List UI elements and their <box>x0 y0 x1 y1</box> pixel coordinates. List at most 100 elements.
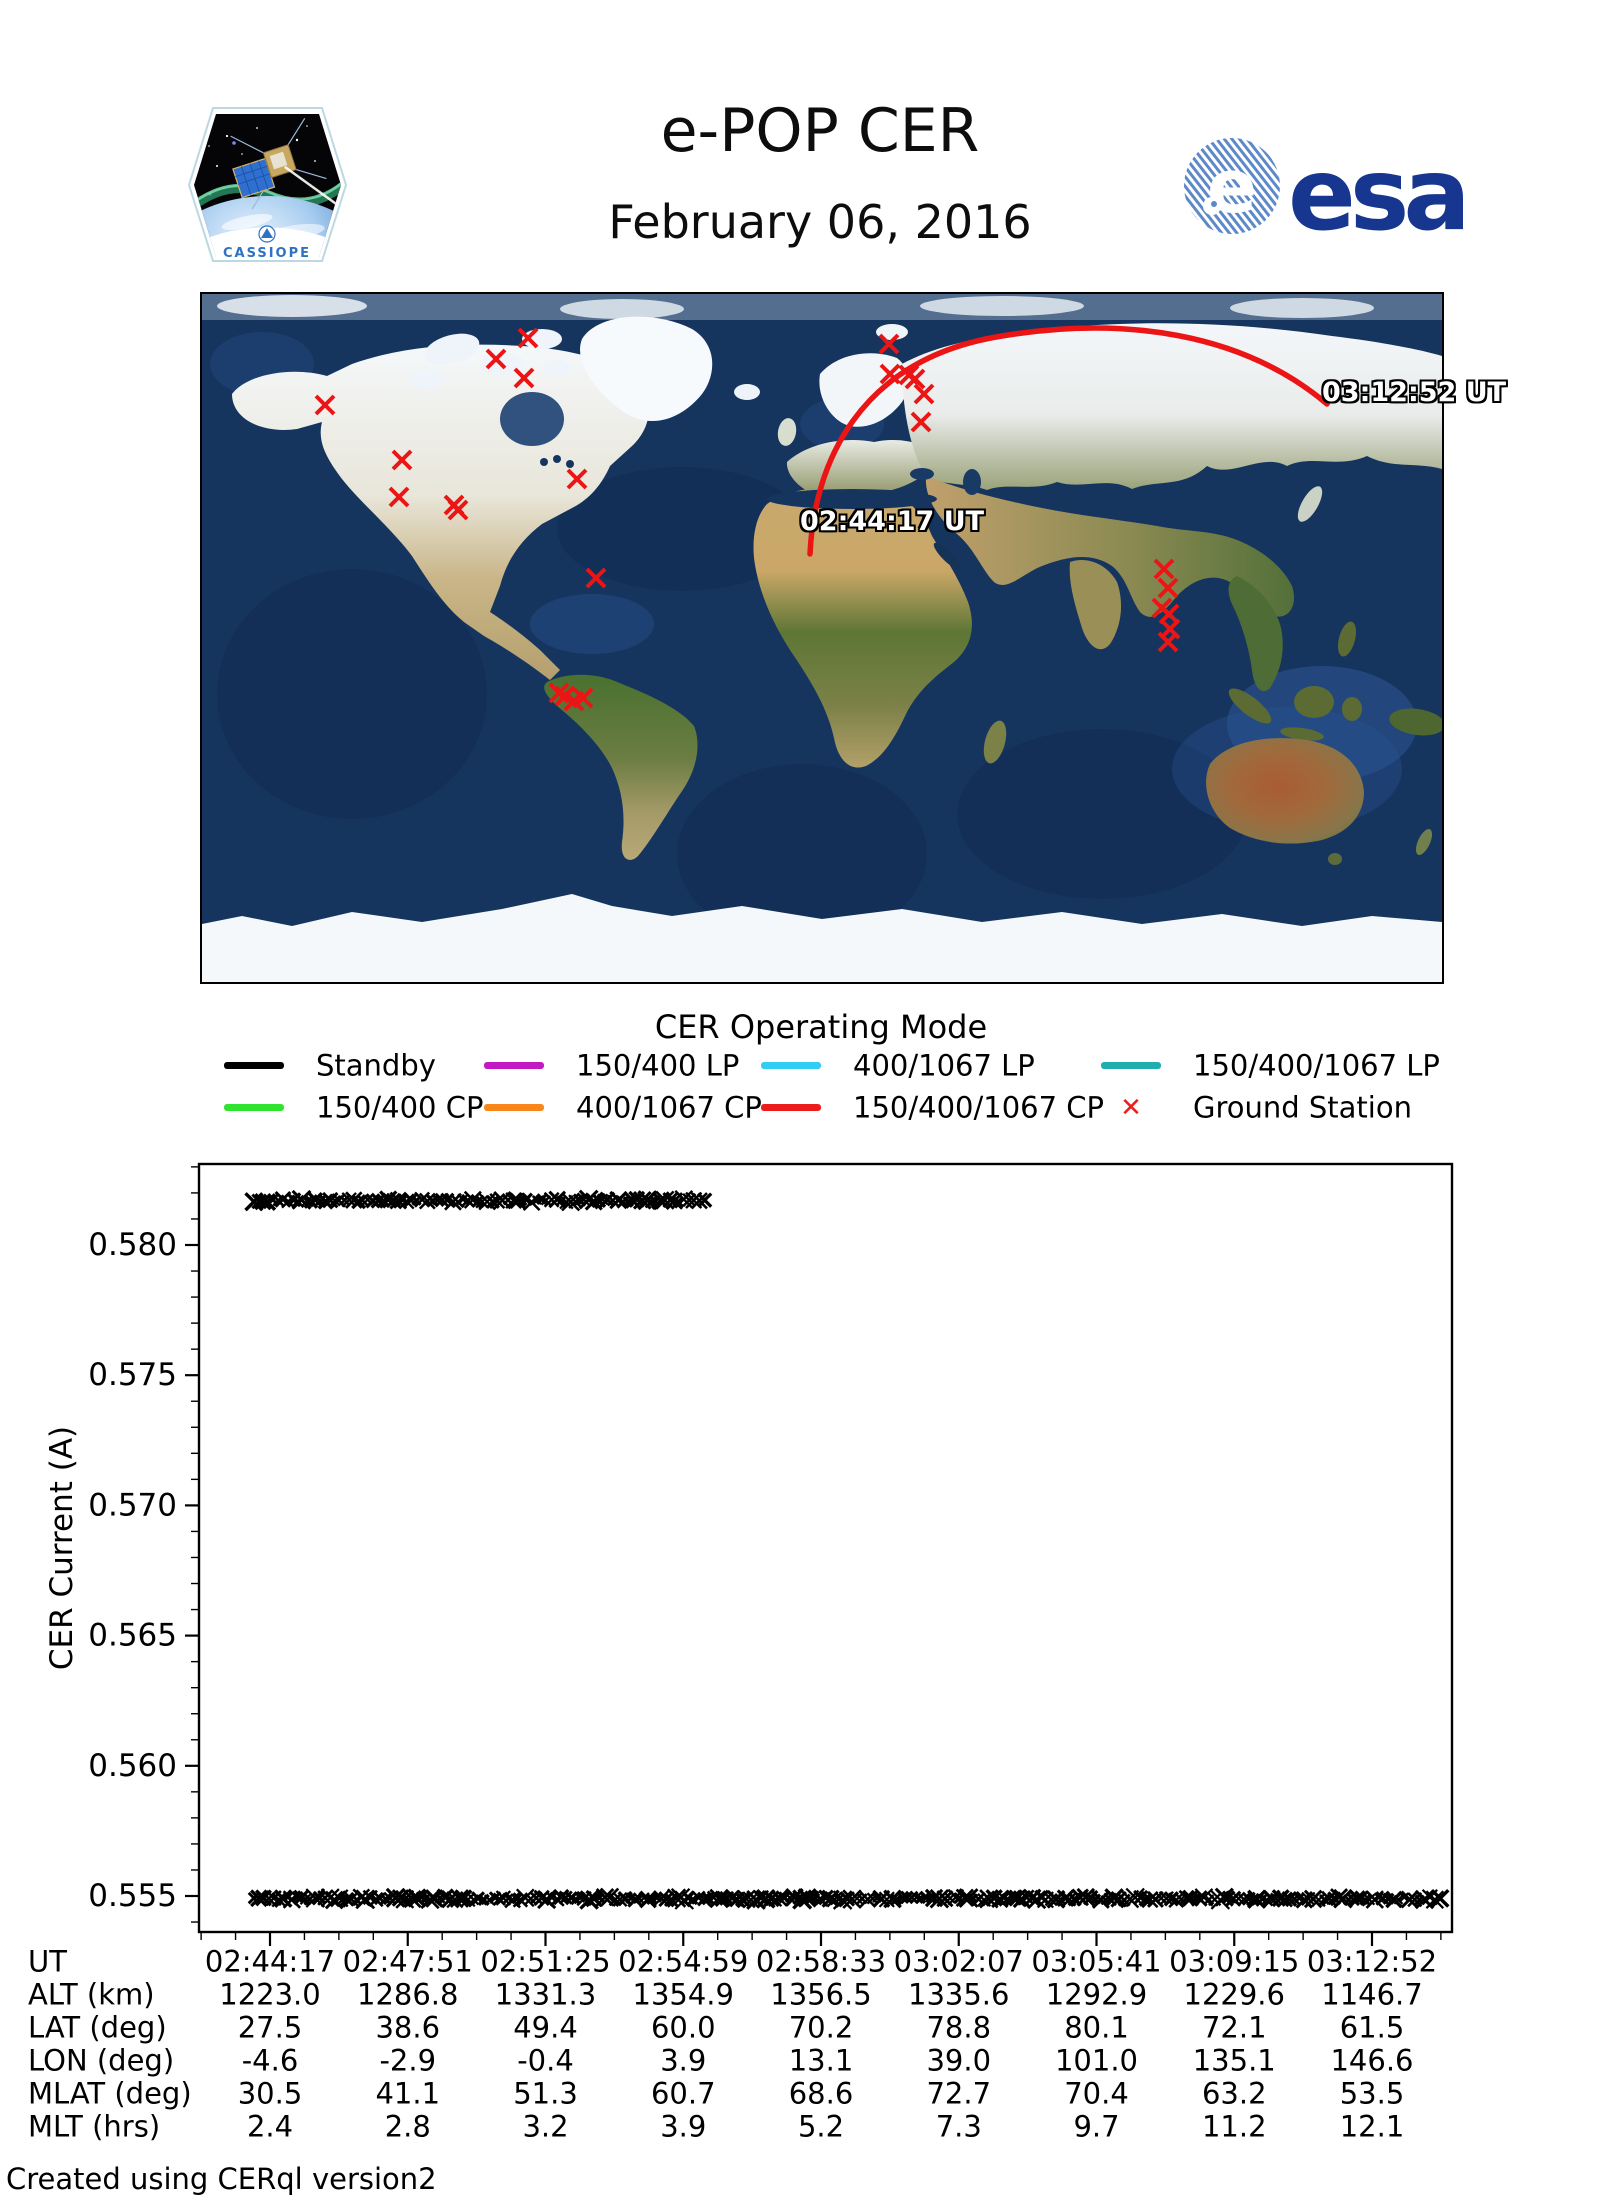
legend-swatch-400-1067-cp <box>484 1104 544 1111</box>
scatter-x-marker <box>522 1193 541 1212</box>
scatter-x-marker <box>674 1189 694 1209</box>
scatter-x-marker <box>282 1890 302 1909</box>
scatter-x-marker <box>1373 1892 1384 1903</box>
scatter-x-marker <box>866 1892 879 1905</box>
scatter-x-marker <box>519 1192 534 1207</box>
scatter-x-marker <box>436 1888 454 1906</box>
table-cell: 02:58:33 <box>755 1944 887 1979</box>
table-cell: 27.5 <box>237 2010 303 2045</box>
scatter-x-marker <box>460 1892 476 1908</box>
scatter-x-marker <box>535 1193 548 1205</box>
table-cell: 1335.6 <box>908 1977 1010 2012</box>
scatter-x-marker <box>924 1888 944 1908</box>
table-cell: 02:47:51 <box>342 1944 473 1979</box>
legend-label: 150/400 LP <box>576 1048 740 1083</box>
scatter-x-marker <box>475 1194 489 1209</box>
scatter-x-marker <box>663 1892 679 1907</box>
trajectory-start-time-label: 02:44:17 UT <box>800 506 985 537</box>
scatter-x-marker <box>622 1196 634 1208</box>
scatter-x-marker <box>595 1888 615 1907</box>
scatter-x-marker <box>616 1195 630 1209</box>
scatter-x-marker <box>383 1891 397 1906</box>
table-row-label: LAT (deg) <box>28 2010 167 2045</box>
scatter-x-marker <box>1399 1892 1410 1903</box>
scatter-x-marker <box>424 1889 444 1908</box>
scatter-x-marker <box>1181 1889 1200 1907</box>
scatter-x-marker <box>1034 1889 1050 1905</box>
table-cell: 70.4 <box>1064 2076 1129 2111</box>
table-cell: 51.3 <box>513 2076 578 2111</box>
world-map <box>200 292 1444 984</box>
scatter-x-marker <box>1103 1892 1117 1907</box>
scatter-x-marker <box>338 1893 349 1905</box>
scatter-x-marker <box>414 1191 431 1208</box>
scatter-x-marker <box>515 1888 535 1908</box>
table-cell: 03:02:07 <box>893 1944 1024 1979</box>
scatter-x-marker <box>685 1191 703 1209</box>
scatter-x-marker <box>1133 1889 1149 1906</box>
ground-station-icon: ✕ <box>1120 1093 1142 1123</box>
legend-swatch-150-400-1067-lp <box>1101 1062 1161 1069</box>
scatter-x-marker <box>493 1191 512 1210</box>
scatter-x-marker <box>415 1891 427 1903</box>
scatter-x-marker <box>955 1888 974 1908</box>
scatter-x-marker <box>568 1194 583 1209</box>
scatter-x-marker <box>687 1894 699 1906</box>
scatter-x-marker <box>728 1891 745 1908</box>
scatter-x-marker <box>1260 1893 1274 1907</box>
scatter-x-marker <box>351 1894 363 1906</box>
scatter-x-marker <box>1175 1894 1187 1905</box>
table-cell: 72.7 <box>926 2076 992 2111</box>
cassiope-label: CASSIOPE <box>223 246 311 261</box>
scatter-x-marker <box>638 1892 650 1904</box>
scatter-x-marker <box>254 1192 272 1211</box>
scatter-x-marker <box>612 1891 628 1907</box>
scatter-x-marker <box>1359 1894 1371 1906</box>
scatter-x-marker <box>891 1893 903 1906</box>
table-cell: 60.7 <box>650 2076 716 2111</box>
scatter-x-marker <box>1303 1889 1323 1909</box>
scatter-x-marker <box>548 1190 567 1209</box>
table-cell: 61.5 <box>1339 2010 1405 2045</box>
table-cell: 3.9 <box>660 2043 707 2078</box>
table-cell: 53.5 <box>1339 2076 1405 2111</box>
scatter-x-marker <box>1210 1890 1231 1910</box>
scatter-x-marker <box>1104 1888 1124 1908</box>
scatter-x-marker <box>291 1189 312 1210</box>
scatter-x-marker <box>977 1892 992 1908</box>
scatter-x-marker <box>444 1192 462 1211</box>
scatter-x-marker <box>471 1194 485 1208</box>
scatter-x-marker <box>742 1891 760 1909</box>
table-cell: 38.6 <box>375 2010 441 2045</box>
scatter-x-marker <box>558 1890 573 1905</box>
scatter-x-marker <box>1414 1889 1435 1910</box>
scatter-x-marker <box>1347 1893 1361 1907</box>
scatter-x-marker <box>810 1893 821 1904</box>
table-cell: 135.1 <box>1192 2043 1276 2078</box>
scatter-x-marker <box>483 1894 496 1906</box>
scatter-x-marker <box>529 1891 543 1905</box>
scatter-x-marker <box>537 1889 557 1910</box>
scatter-x-marker <box>403 1894 414 1905</box>
scatter-x-marker <box>1257 1893 1268 1905</box>
scatter-x-marker <box>286 1192 302 1208</box>
scatter-x-marker <box>454 1889 473 1908</box>
ground-station-marker <box>585 567 607 589</box>
table-cell: 03:12:52 <box>1306 1944 1438 1979</box>
scatter-x-marker <box>696 1891 712 1907</box>
y-tick-label: 0.580 <box>88 1227 177 1263</box>
scatter-x-marker <box>531 1194 543 1206</box>
scatter-x-marker <box>1365 1890 1385 1909</box>
scatter-x-marker <box>411 1195 422 1206</box>
scatter-x-marker <box>985 1889 1003 1907</box>
scatter-x-marker <box>746 1890 766 1910</box>
scatter-x-marker <box>441 1889 460 1909</box>
scatter-x-marker <box>681 1890 696 1905</box>
scatter-x-marker <box>247 1891 261 1905</box>
scatter-x-marker <box>303 1194 319 1209</box>
scatter-x-marker <box>1091 1890 1110 1909</box>
scatter-x-marker <box>339 1891 355 1907</box>
scatter-x-marker <box>920 1892 932 1903</box>
scatter-x-marker <box>1262 1889 1281 1908</box>
scatter-x-marker <box>763 1890 780 1908</box>
